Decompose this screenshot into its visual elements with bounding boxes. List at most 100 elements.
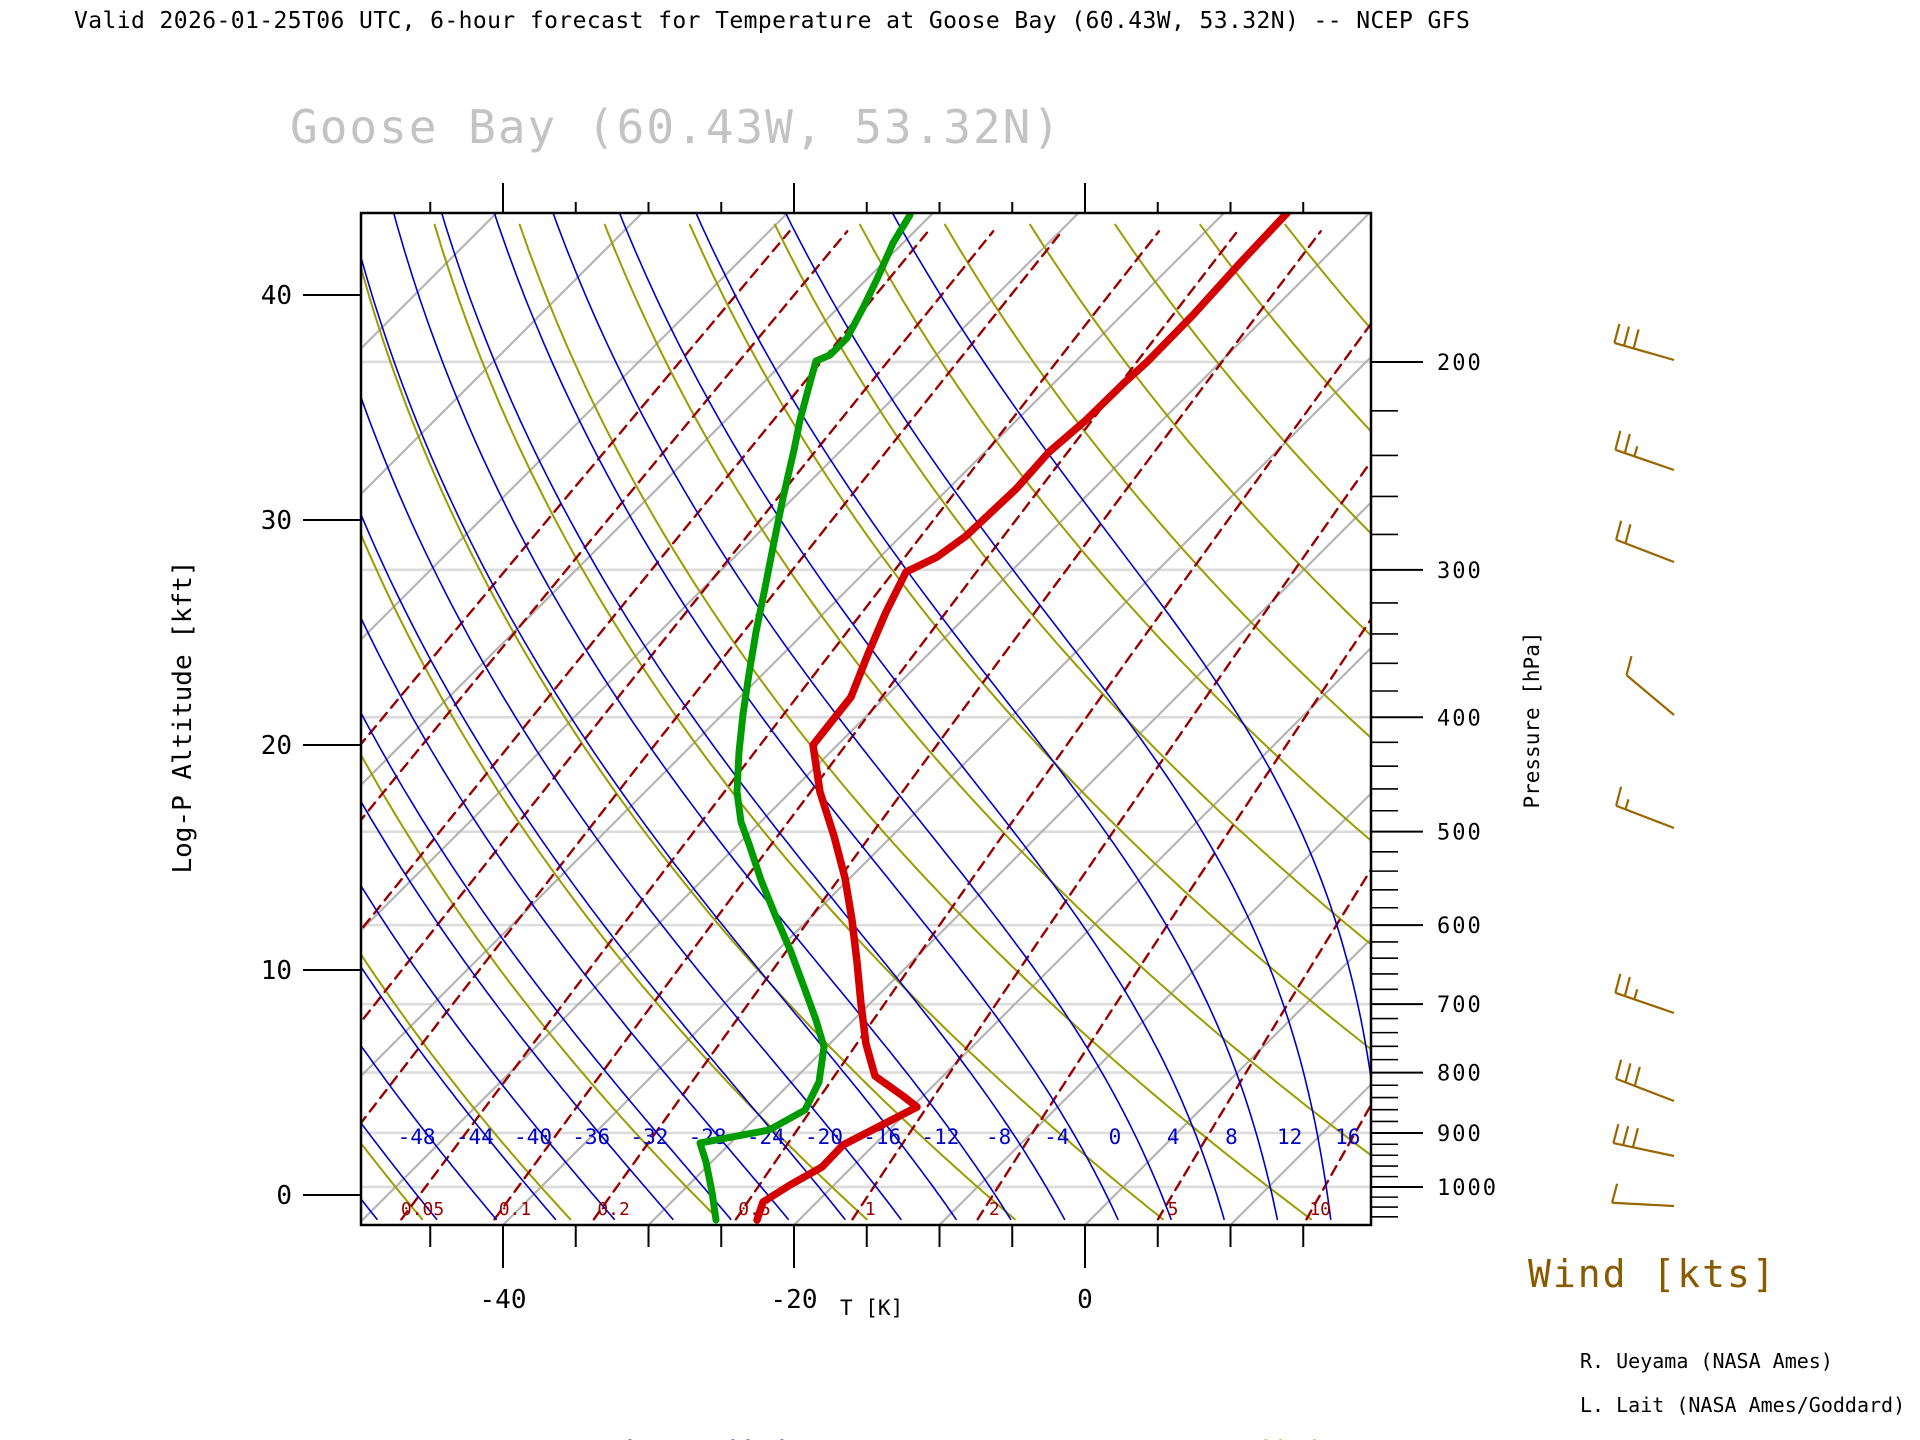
wind-barb-full-tick bbox=[1614, 430, 1622, 451]
isotherm-line bbox=[361, 213, 789, 642]
wind-barb bbox=[1614, 430, 1675, 472]
isotherm-line bbox=[0, 213, 351, 1225]
wind-barb-full-tick bbox=[1624, 524, 1632, 544]
wind-barb-full-tick bbox=[1633, 1066, 1641, 1087]
wind-barb-full-tick bbox=[1623, 976, 1631, 997]
pressure-tick-label: 400 bbox=[1437, 706, 1483, 731]
isobar-lines bbox=[361, 360, 1371, 1189]
x-axis-label: T [K] bbox=[840, 1296, 904, 1320]
wind-barb-full-tick bbox=[1623, 433, 1631, 454]
isotherm-line bbox=[0, 213, 206, 1225]
moist-adiabat-label: 12 bbox=[1277, 1125, 1302, 1149]
credit-line-2: L. Lait (NASA Ames/Goddard) bbox=[1580, 1393, 1906, 1417]
moist-adiabat-labels: -48 -44 -40 -36 -32 -28 -24 -20 -16 -12 -8 -4 0 4 8 12 1… bbox=[398, 1125, 1361, 1149]
pressure-tick-label: 900 bbox=[1437, 1122, 1483, 1147]
wind-barb-full-tick bbox=[1615, 1059, 1623, 1080]
kft-tick-label: 10 bbox=[261, 956, 292, 986]
temperature-trace bbox=[753, 213, 1291, 1224]
wind-barb-staff bbox=[1615, 1077, 1675, 1103]
wind-barb-staff bbox=[1615, 804, 1675, 830]
moist-adiabat-lines bbox=[361, 213, 1371, 1221]
wind-barb bbox=[1615, 1059, 1675, 1103]
temp-tick-label: -20 bbox=[771, 1285, 818, 1315]
isotherm-line bbox=[361, 213, 934, 787]
kft-tick-label: 30 bbox=[261, 506, 292, 536]
kft-tick-label: 0 bbox=[276, 1181, 292, 1211]
wind-barb bbox=[1611, 1183, 1675, 1208]
chart-title: Goose Bay (60.43W, 53.32N) bbox=[290, 100, 1063, 154]
dry-adiabat-lines bbox=[361, 223, 1371, 1221]
plot-area: -48 -44 -40 -36 -32 -28 -24 -20 -16 -12 -8 -4 0 4 8 12 1… bbox=[0, 213, 1920, 1225]
temperature-axis-ticks: -40 -20 0 bbox=[429, 183, 1305, 1315]
wind-barb bbox=[1625, 655, 1675, 716]
mixing-ratio-label: 1 bbox=[865, 1199, 876, 1220]
temp-tick-label: -40 bbox=[480, 1285, 527, 1315]
isotherm-line bbox=[647, 500, 1371, 1225]
credit-line-1: R. Ueyama (NASA Ames) bbox=[1580, 1349, 1833, 1373]
mixing-ratio-label: 10 bbox=[1309, 1199, 1331, 1220]
legend-moist-adiabats: Moist Adiabats bbox=[581, 1430, 1033, 1440]
pressure-tick-label: 1000 bbox=[1437, 1176, 1498, 1201]
wind-barb-half-tick bbox=[1633, 989, 1639, 1000]
wind-barb bbox=[1615, 520, 1675, 564]
legend-column-2: Moist Adiabats Sat. Water Mixing Ratio bbox=[581, 1336, 1033, 1440]
legend-dry-adiabats: Dry Adiabats bbox=[1153, 1430, 1389, 1440]
page-title: Valid 2026-01-25T06 UTC, 6-hour forecast… bbox=[74, 8, 1471, 34]
wind-barb-staff bbox=[1615, 991, 1675, 1015]
pressure-tick-label: 600 bbox=[1437, 914, 1483, 939]
pressure-tick-label: 300 bbox=[1437, 559, 1483, 584]
moist-adiabat-label: -40 bbox=[514, 1125, 552, 1149]
wind-barb-full-tick bbox=[1622, 326, 1631, 346]
wind-barb-staff bbox=[1615, 538, 1675, 564]
kft-tick-label: 40 bbox=[261, 281, 292, 311]
moist-adiabat-label: -48 bbox=[398, 1125, 436, 1149]
wind-barb-full-tick bbox=[1625, 655, 1633, 676]
moist-adiabat-label: -12 bbox=[921, 1125, 959, 1149]
wind-barb-staff bbox=[1613, 1142, 1675, 1158]
mixing-ratio-label: 0.05 bbox=[401, 1199, 444, 1220]
moist-adiabat-label: -32 bbox=[630, 1125, 668, 1149]
wind-barb-full-tick bbox=[1611, 1183, 1619, 1204]
wind-barb-full-tick bbox=[1624, 1063, 1632, 1083]
left-axis-ticks: 0 10 20 30 40 bbox=[261, 281, 361, 1211]
moist-adiabat-label: -4 bbox=[1044, 1125, 1069, 1149]
wind-barb bbox=[1614, 973, 1675, 1015]
wind-barb-full-tick bbox=[1614, 973, 1622, 994]
moist-adiabat-label: 4 bbox=[1167, 1125, 1180, 1149]
wind-barbs bbox=[1611, 323, 1675, 1208]
wind-barb-staff bbox=[1612, 1201, 1675, 1208]
wind-barb-half-tick bbox=[1633, 446, 1639, 457]
moist-adiabat-label: 8 bbox=[1225, 1125, 1238, 1149]
kft-tick-label: 20 bbox=[261, 731, 292, 761]
wind-barb-half-tick bbox=[1624, 799, 1630, 810]
wind-barb-full-tick bbox=[1622, 1125, 1630, 1146]
legend-temperature: Temperature bbox=[198, 1430, 454, 1440]
wind-barb-staff bbox=[1614, 341, 1675, 362]
mixing-ratio-label: 0.2 bbox=[597, 1199, 630, 1220]
isotherm-line bbox=[361, 213, 643, 496]
isotherm-line bbox=[361, 213, 1371, 1224]
wind-barb-full-tick bbox=[1632, 329, 1640, 349]
dewpoint-trace bbox=[696, 213, 914, 1224]
wind-barb bbox=[1612, 1123, 1675, 1158]
pressure-tick-label: 500 bbox=[1437, 821, 1483, 846]
moist-adiabat-label: -8 bbox=[986, 1125, 1011, 1149]
isotherm-line bbox=[1522, 213, 1920, 1225]
wind-barb-staff bbox=[1615, 448, 1675, 472]
isotherm-line bbox=[793, 646, 1371, 1225]
isotherm-line bbox=[1084, 937, 1371, 1225]
legend-column-3: Dry Adiabats Isotherms Isobars bbox=[1153, 1336, 1389, 1440]
moist-adiabat-label: -20 bbox=[805, 1125, 843, 1149]
isotherm-line bbox=[502, 355, 1371, 1225]
wind-barb bbox=[1613, 323, 1675, 362]
mixing-ratio-label: 2 bbox=[989, 1199, 1000, 1220]
wind-barb-full-tick bbox=[1631, 1127, 1639, 1148]
pressure-tick-label: 200 bbox=[1437, 351, 1483, 376]
wind-barb-full-tick bbox=[1615, 786, 1623, 807]
wind-barb-staff bbox=[1625, 674, 1675, 716]
mixing-ratio-lines bbox=[361, 230, 1371, 1221]
moist-adiabat-label: 16 bbox=[1335, 1125, 1360, 1149]
isotherm-line bbox=[361, 213, 1225, 1078]
